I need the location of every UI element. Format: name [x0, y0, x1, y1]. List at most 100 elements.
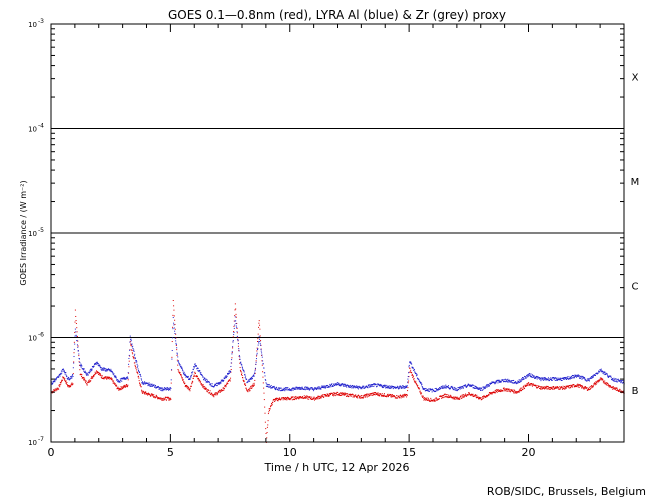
series-0-point: [239, 362, 241, 364]
series-0-point: [129, 341, 131, 343]
series-0-point: [515, 391, 517, 393]
series-1-point: [191, 373, 193, 375]
series-1-point: [224, 376, 226, 378]
series-1-point: [251, 377, 253, 379]
series-0-point: [251, 387, 253, 389]
series-0-point: [362, 397, 364, 399]
series-1-point: [184, 374, 186, 376]
series-1-point: [178, 361, 180, 363]
series-0-point: [428, 399, 430, 401]
series-1-point: [489, 382, 491, 384]
series-0-point: [189, 389, 191, 391]
series-0-point: [557, 387, 559, 389]
series-1-point: [414, 371, 416, 373]
series-0-point: [598, 379, 600, 381]
series-1-point: [265, 382, 267, 384]
series-0-point: [505, 388, 507, 390]
series-0-point: [414, 380, 416, 382]
series-1-point: [444, 387, 446, 389]
series-0-point: [580, 386, 582, 388]
series-1-point: [336, 382, 338, 384]
series-1-point: [108, 368, 110, 370]
series-1-point: [253, 373, 255, 375]
series-1-point: [300, 387, 302, 389]
series-1-point: [290, 390, 292, 392]
series-1-point: [158, 388, 160, 390]
series-0-point: [581, 387, 583, 389]
series-1-point: [200, 372, 202, 374]
series-1-point: [68, 377, 70, 379]
series-0-point: [481, 397, 483, 399]
series-1-point: [590, 376, 592, 378]
series-1-point: [135, 360, 137, 362]
series-0-point: [484, 396, 486, 398]
series-0-point: [91, 376, 93, 378]
series-1-point: [526, 374, 528, 376]
series-1-point: [617, 378, 619, 380]
series-0-point: [456, 398, 458, 400]
series-0-point: [275, 398, 277, 400]
series-0-point: [87, 381, 89, 383]
series-1-point: [174, 337, 176, 339]
series-1-point: [401, 385, 403, 387]
series-1-point: [527, 374, 529, 376]
series-0-point: [504, 389, 506, 391]
series-0-point: [610, 385, 612, 387]
series-1-point: [134, 358, 136, 360]
series-1-point: [241, 364, 243, 366]
series-1-point: [357, 387, 359, 389]
series-1-point: [145, 383, 147, 385]
series-0-point: [117, 386, 119, 388]
series-0-point: [118, 389, 120, 391]
series-1-point: [540, 377, 542, 379]
series-1-point: [340, 384, 342, 386]
series-1-point: [563, 378, 565, 380]
series-1-point: [255, 361, 257, 363]
series-0-point: [181, 376, 183, 378]
series-1-point: [425, 390, 427, 392]
series-0-point: [211, 392, 213, 394]
series-1-point: [421, 383, 423, 385]
series-1-point: [620, 381, 622, 383]
series-0-point: [583, 386, 585, 388]
series-0-point: [263, 399, 265, 401]
series-0-point: [577, 383, 579, 385]
series-0-point: [262, 371, 264, 373]
series-0-point: [409, 367, 411, 369]
series-1-point: [101, 368, 103, 370]
series-1-point: [398, 386, 400, 388]
series-1-point: [446, 385, 448, 387]
series-1-point: [128, 354, 130, 356]
series-0-point: [466, 393, 468, 395]
series-0-point: [100, 374, 102, 376]
series-1-point: [525, 376, 527, 378]
series-0-point: [391, 394, 393, 396]
series-1-point: [134, 357, 136, 359]
series-1-point: [173, 327, 175, 329]
series-1-point: [518, 381, 520, 383]
series-1-point: [533, 375, 535, 377]
series-1-point: [242, 368, 244, 370]
series-0-point: [298, 396, 300, 398]
series-1-point: [124, 377, 126, 379]
series-0-point: [591, 387, 593, 389]
series-0-point: [454, 398, 456, 400]
series-0-point: [408, 376, 410, 378]
series-1-point: [274, 387, 276, 389]
series-0-point: [466, 394, 468, 396]
series-0-point: [66, 384, 68, 385]
series-0-point: [302, 396, 304, 398]
series-1-point: [519, 381, 521, 383]
series-0-point: [475, 397, 477, 399]
series-0-point: [150, 393, 152, 395]
series-0-point: [186, 385, 188, 387]
series-1-point: [263, 367, 265, 369]
series-1-point: [160, 387, 162, 389]
series-0-point: [324, 394, 326, 396]
series-0-point: [288, 398, 290, 400]
series-0-point: [58, 385, 60, 387]
series-0-point: [75, 320, 77, 322]
series-1-point: [55, 379, 57, 381]
series-0-point: [70, 384, 72, 386]
series-1-point: [126, 376, 128, 378]
